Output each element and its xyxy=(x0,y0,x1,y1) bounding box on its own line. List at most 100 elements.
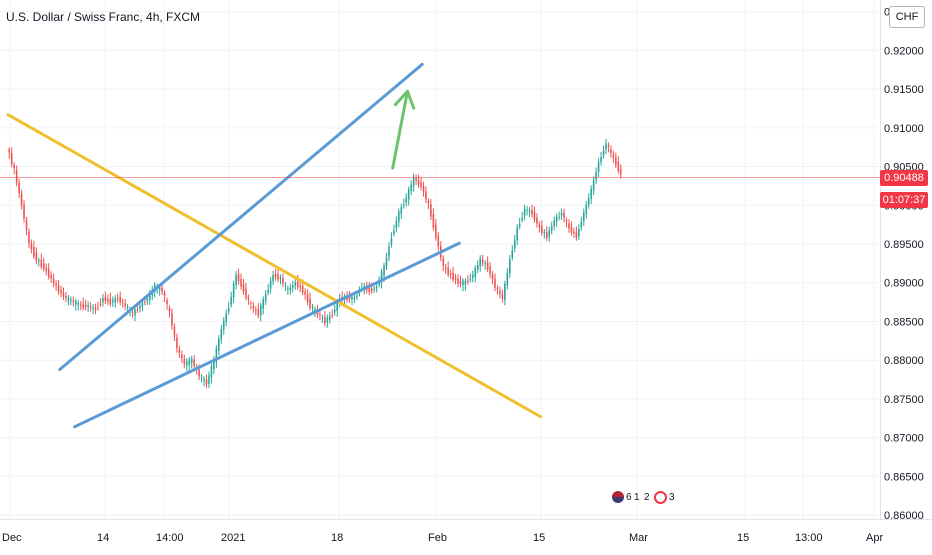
candle-up xyxy=(373,288,375,290)
candle-down xyxy=(541,226,543,234)
candle-up xyxy=(227,307,230,312)
candle-up xyxy=(146,298,149,301)
candle-down xyxy=(309,298,311,309)
candle-down xyxy=(442,258,445,266)
candle-down xyxy=(615,157,617,166)
drawn-trendlines[interactable] xyxy=(6,62,543,429)
candle-down xyxy=(257,309,260,316)
up-arrow-shaft xyxy=(391,89,409,170)
time-axis[interactable]: Dec 14 14:00 2021 18 Feb 15 Mar 15 13:00 Apr xyxy=(2,532,883,544)
candle-down xyxy=(427,201,430,204)
candle-up xyxy=(518,223,521,227)
candle-down xyxy=(47,269,50,277)
price-tick-label: 0.91000 xyxy=(884,123,924,135)
candle-down xyxy=(296,280,299,288)
price-axis[interactable]: 0.925000.920000.915000.910000.905000.900… xyxy=(884,7,924,523)
candle-down xyxy=(79,305,82,307)
gridlines xyxy=(0,0,880,519)
candle-down xyxy=(176,337,178,349)
candle-up xyxy=(605,143,607,150)
candle-down xyxy=(168,307,171,312)
candle-down xyxy=(28,231,30,244)
candle-up xyxy=(560,212,563,216)
candlesticks xyxy=(8,139,622,389)
candle-down xyxy=(491,274,494,280)
candle-up xyxy=(600,156,602,162)
candle-up xyxy=(504,283,506,300)
candle-down xyxy=(45,267,48,271)
candle-up xyxy=(388,246,390,257)
candle-down xyxy=(299,285,302,288)
candle-down xyxy=(252,306,255,309)
candle-up xyxy=(259,305,262,316)
candle-up xyxy=(351,296,353,300)
candle-down xyxy=(459,281,462,285)
candle-down xyxy=(494,278,496,288)
candle-down xyxy=(240,278,242,287)
earnings-event-badge[interactable]: 1 xyxy=(634,492,640,503)
candle-down xyxy=(205,379,208,385)
candle-up xyxy=(190,358,193,363)
candle-up xyxy=(523,208,526,216)
split-event-badge[interactable]: 2 xyxy=(644,492,650,503)
candle-up xyxy=(200,376,203,378)
candle-up xyxy=(208,375,210,384)
candle-up xyxy=(134,309,136,316)
candle-down xyxy=(370,288,373,292)
candle-down xyxy=(50,275,52,279)
candle-down xyxy=(301,285,304,293)
candle-down xyxy=(499,290,501,295)
candle-up xyxy=(311,306,314,308)
candle-down xyxy=(131,312,134,314)
candle-down xyxy=(62,292,65,297)
candle-up xyxy=(509,258,511,274)
candle-up xyxy=(528,210,531,212)
candle-up xyxy=(220,329,223,340)
candle-up xyxy=(188,359,191,365)
candle-down xyxy=(573,231,575,234)
candle-up xyxy=(185,361,188,366)
candle-up xyxy=(402,204,405,206)
candle-up xyxy=(92,307,94,309)
price-tick-label: 0.88000 xyxy=(884,355,924,367)
candle-up xyxy=(262,299,265,309)
descending-trendline xyxy=(6,113,543,419)
candle-down xyxy=(23,204,25,219)
time-tick-label: Mar xyxy=(629,532,648,544)
dividends-event-badge[interactable]: 3 xyxy=(654,489,675,507)
candle-down xyxy=(417,179,420,185)
candle-up xyxy=(336,301,338,311)
candle-up xyxy=(412,176,415,187)
candle-down xyxy=(166,300,168,305)
currency-badge[interactable]: CHF xyxy=(889,6,925,28)
candle-down xyxy=(173,326,176,336)
time-tick-label: Dec xyxy=(2,532,22,544)
candle-down xyxy=(324,316,326,324)
candle-down xyxy=(570,226,573,233)
candle-down xyxy=(104,296,107,301)
price-tick-label: 0.89000 xyxy=(884,278,924,290)
candle-down xyxy=(282,278,284,284)
candle-up xyxy=(289,287,292,291)
candle-up xyxy=(555,217,558,222)
economic-event-badge[interactable]: 6 xyxy=(612,489,632,507)
candle-up xyxy=(521,217,523,220)
candle-down xyxy=(99,304,102,306)
candle-up xyxy=(218,338,220,351)
candle-down xyxy=(536,217,538,224)
candle-up xyxy=(578,228,580,236)
candle-up xyxy=(602,150,605,156)
candle-up xyxy=(513,239,516,249)
candle-up xyxy=(582,212,585,222)
candle-up xyxy=(400,207,403,214)
candle-down xyxy=(432,213,435,228)
candle-up xyxy=(326,317,329,323)
candle-up xyxy=(213,359,215,369)
candle-down xyxy=(163,292,166,296)
candle-up xyxy=(215,347,218,363)
candle-up xyxy=(264,294,267,301)
candle-down xyxy=(467,280,469,283)
candle-down xyxy=(40,259,43,267)
